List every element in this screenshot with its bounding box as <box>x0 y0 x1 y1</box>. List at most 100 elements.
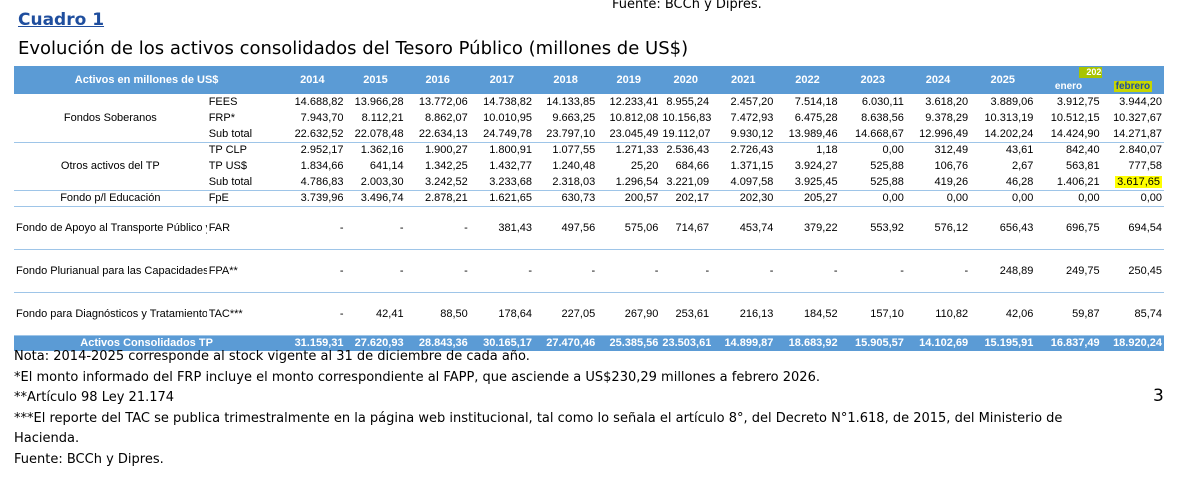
table-cell: 3.889,06 <box>990 96 1034 108</box>
table-cell: 381,43 <box>469 206 535 250</box>
table-cell: 8.638,56 <box>861 112 904 124</box>
table-cell: 0,00 <box>1035 190 1102 207</box>
total-row: Activos Consolidados TP 31.159,31 27.620,9… <box>14 335 1164 351</box>
table-cell: 2.536,43 <box>666 144 710 157</box>
year-header: 2025 <box>970 66 1036 94</box>
table-cell: 14.688,82 <box>294 96 344 108</box>
total-cell: 15.905,57 <box>839 335 906 351</box>
table-cell: 59,87 <box>1035 292 1102 336</box>
assets-table: Activos en millones de US$ 2014 2015 201… <box>14 66 1164 351</box>
table-cell: 227,05 <box>534 292 598 336</box>
year-2026-label: 2026 <box>1079 67 1102 78</box>
table-cell: 3.925,45 <box>775 174 840 191</box>
row-group-label: Otros activos del TP <box>14 142 207 191</box>
table-cell: 684,66 <box>675 160 710 172</box>
table-cell: 22.634,13 <box>405 126 470 143</box>
table-cell: 12.996,49 <box>905 126 971 143</box>
table-cell: 8.862,07 <box>424 112 468 124</box>
table-cell: 2.840,07 <box>1119 144 1162 157</box>
table-cell: 3.618,20 <box>925 96 969 108</box>
page-title: Evolución de los activos consolidados de… <box>18 38 689 59</box>
row-item-label: TAC*** <box>206 292 280 336</box>
table-cell: 10.313,19 <box>984 112 1034 124</box>
table-cell: 1.800,91 <box>489 144 533 157</box>
table-cell: 3.944,20 <box>1119 96 1162 108</box>
table-cell: 0,00 <box>970 190 1036 207</box>
table-cell: 2.457,20 <box>730 96 774 108</box>
table-cell: 184,52 <box>775 292 840 336</box>
table-cell: 7.514,18 <box>794 96 838 108</box>
table-cell: 8.955,24 <box>666 96 710 108</box>
table-cell: 13.772,06 <box>418 96 468 108</box>
table-cell: 453,74 <box>711 206 776 250</box>
row-item-label: FPA** <box>206 249 280 293</box>
row-item-label: TP US$ <box>208 160 247 172</box>
table-cell: 312,49 <box>934 144 969 157</box>
table-cell: 1.621,65 <box>469 190 535 207</box>
table-cell: 3.496,74 <box>345 190 406 207</box>
table-cell: 42,06 <box>970 292 1036 336</box>
table-row: Fondo de Apoyo al Transporte Público y l… <box>14 206 1164 250</box>
year-header: 2021 <box>711 66 776 94</box>
row-item-label: FAR <box>206 206 280 250</box>
table-cell: 3.221,09 <box>660 174 712 191</box>
table-cell: 630,73 <box>534 190 598 207</box>
total-cell: 23.503,61 <box>660 335 712 351</box>
table-body: Fondos Soberanos FEES 14.688,82 13.966,28 13… <box>14 94 1164 351</box>
table-cell: 1.342,25 <box>424 160 468 172</box>
table-cell: 1.296,54 <box>597 174 661 191</box>
table-cell: 14.271,87 <box>1101 126 1164 143</box>
year-header: 2022 <box>775 66 840 94</box>
table-cell: 1.834,66 <box>300 160 344 172</box>
note-line: Nota: 2014-2025 corresponde al stock vig… <box>14 349 530 364</box>
table-cell: - <box>534 249 598 293</box>
row-item-label: Sub total <box>206 174 280 191</box>
table-cell: 379,22 <box>775 206 840 250</box>
row-item-label: FpE <box>206 190 280 207</box>
table-cell: 0,00 <box>905 190 971 207</box>
month-label: febrero <box>1113 81 1153 92</box>
table-cell: 7.943,70 <box>300 112 344 124</box>
table-cell: 3.242,52 <box>405 174 470 191</box>
table-cell: 9.930,12 <box>711 126 776 143</box>
cuadro-label: Cuadro 1 <box>18 10 105 30</box>
table-cell: 9.378,29 <box>925 112 969 124</box>
header-label: Activos en millones de US$ <box>14 66 280 94</box>
table-cell: 6.030,11 <box>861 96 904 108</box>
total-cell: 18.920,24 <box>1101 335 1164 351</box>
table-cell: 2.003,30 <box>345 174 406 191</box>
total-cell: 27.470,46 <box>534 335 598 351</box>
table-cell: - <box>775 249 840 293</box>
table-cell: 13.966,28 <box>354 96 404 108</box>
table-row: Sub total 4.786,83 2.003,30 3.242,52 3.233,6… <box>14 174 1164 191</box>
table-cell: 14.424,90 <box>1035 126 1102 143</box>
table-cell: 267,90 <box>597 292 661 336</box>
table-cell: 3.233,68 <box>469 174 535 191</box>
top-source-note: Fuente: BCCh y Dipres. <box>612 0 762 12</box>
table-cell: 6.475,28 <box>794 112 838 124</box>
table-cell: 2.952,17 <box>300 144 344 157</box>
table-cell: - <box>279 249 346 293</box>
table-cell: - <box>405 249 470 293</box>
total-cell: 30.165,17 <box>469 335 535 351</box>
table-cell: 14.133,85 <box>546 96 596 108</box>
total-cell: 31.159,31 <box>279 335 346 351</box>
table-cell: 25,20 <box>630 160 659 172</box>
table-cell: 10.010,95 <box>483 112 533 124</box>
table-cell: 88,50 <box>405 292 470 336</box>
table-row: Otros activos del TP TP CLP 2.952,17 1.362,… <box>14 142 1164 191</box>
table-row: Sub total 22.632,52 22.078,48 22.634,13 24.7… <box>14 126 1164 143</box>
table-cell: 525,88 <box>839 174 906 191</box>
table-cell: 0,00 <box>882 144 904 157</box>
note-line: *El monto informado del FRP incluye el m… <box>14 369 820 385</box>
year-header: 2020 <box>660 66 712 94</box>
table-cell: 696,75 <box>1035 206 1102 250</box>
year-header: 2015 <box>345 66 406 94</box>
table-cell: 106,76 <box>934 160 969 172</box>
table-cell: 1.406,21 <box>1035 174 1102 191</box>
table-cell: 14.202,24 <box>970 126 1036 143</box>
table-cell: 4.097,58 <box>711 174 776 191</box>
table-cell: 641,14 <box>369 160 404 172</box>
table-row: TP US$ 1.834,66 641,14 1.342,25 1.432,77 1.24… <box>14 158 1164 174</box>
table-cell: 1.362,16 <box>360 144 404 157</box>
